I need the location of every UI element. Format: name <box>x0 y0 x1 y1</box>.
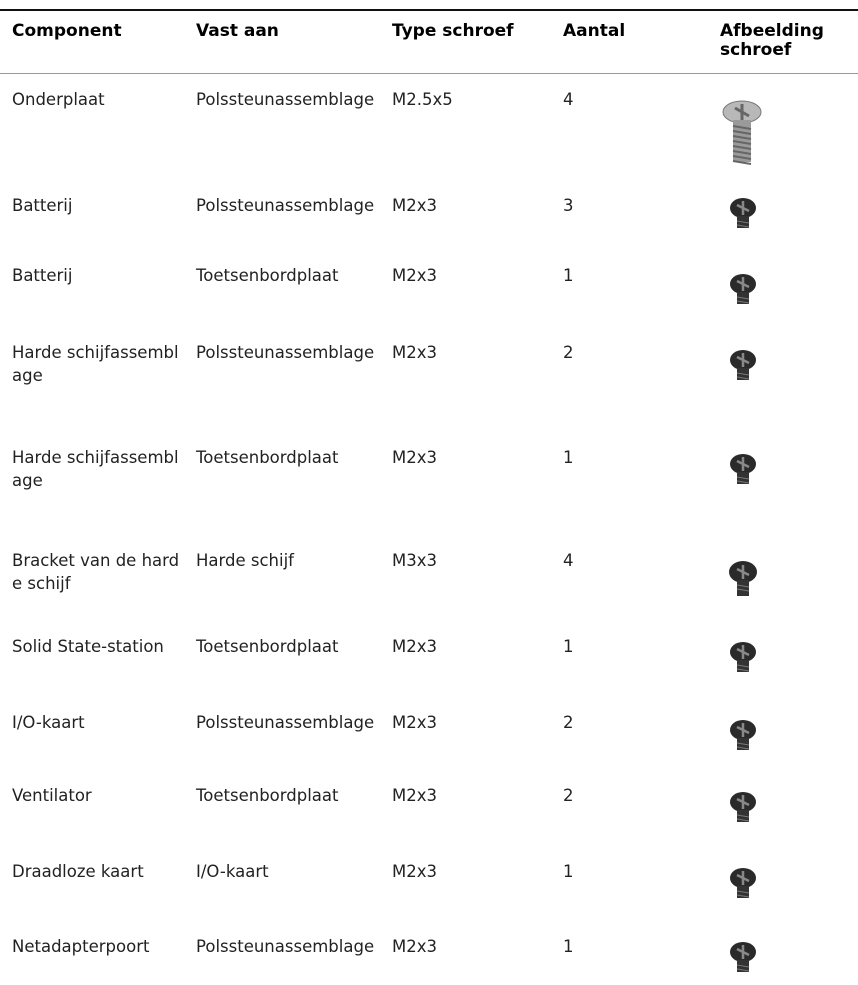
header-cell: Type schroef <box>392 22 552 41</box>
table-cell: Toetsenbordplaat <box>196 264 382 287</box>
table-cell: Ventilator <box>12 784 184 807</box>
table-cell: 1 <box>563 935 703 958</box>
table-cell: 2 <box>563 341 703 364</box>
screw-image <box>726 272 760 312</box>
table-cell: 1 <box>563 264 703 287</box>
table-cell: Draadloze kaart <box>12 860 184 883</box>
table-cell: I/O-kaart <box>196 860 382 883</box>
screw-image <box>726 196 760 236</box>
table-cell: M2x3 <box>392 635 552 658</box>
table-cell: M3x3 <box>392 549 552 572</box>
table-cell: M2x3 <box>392 711 552 734</box>
table-cell: M2x3 <box>392 784 552 807</box>
table-cell: Polssteunassemblage <box>196 935 382 958</box>
table-cell: Harde schijf <box>196 549 382 572</box>
table-cell: Polssteunassemblage <box>196 341 382 364</box>
screw-image <box>726 790 760 830</box>
table-cell: Netadapterpoort <box>12 935 184 958</box>
table-cell: M2x3 <box>392 446 552 469</box>
screw-image <box>726 452 760 492</box>
table-cell: Solid State-station <box>12 635 184 658</box>
table-cell: 3 <box>563 194 703 217</box>
table-cell: 1 <box>563 635 703 658</box>
table-cell: M2x3 <box>392 860 552 883</box>
table-cell: 4 <box>563 549 703 572</box>
screw-image <box>720 100 764 166</box>
table-cell: 4 <box>563 88 703 111</box>
table-cell: Polssteunassemblage <box>196 88 382 111</box>
table-cell: 1 <box>563 860 703 883</box>
table-cell: Harde schijfassemblage <box>12 446 184 492</box>
screw-image <box>726 866 760 906</box>
table-cell: M2x3 <box>392 935 552 958</box>
screw-table: Component Vast aan Type schroef Aantal Afbee… <box>0 0 858 985</box>
table-cell: Toetsenbordplaat <box>196 446 382 469</box>
table-cell: Toetsenbordplaat <box>196 635 382 658</box>
table-cell: 2 <box>563 784 703 807</box>
table-cell: M2x3 <box>392 341 552 364</box>
table-cell: 1 <box>563 446 703 469</box>
table-cell: Onderplaat <box>12 88 184 111</box>
header-cell: Afbeelding schroef <box>720 22 850 60</box>
table-cell: Toetsenbordplaat <box>196 784 382 807</box>
screw-image <box>726 348 760 388</box>
table-cell: Batterij <box>12 194 184 217</box>
table-top-rule <box>0 9 858 11</box>
table-cell: M2x3 <box>392 194 552 217</box>
table-cell: Polssteunassemblage <box>196 194 382 217</box>
header-cell: Component <box>12 22 184 41</box>
table-cell: I/O-kaart <box>12 711 184 734</box>
screw-image <box>726 640 760 680</box>
table-cell: M2x3 <box>392 264 552 287</box>
table-cell: M2.5x5 <box>392 88 552 111</box>
table-cell: Polssteunassemblage <box>196 711 382 734</box>
header-rule <box>0 73 858 74</box>
screw-image <box>726 940 760 980</box>
table-cell: 2 <box>563 711 703 734</box>
screw-image <box>726 560 760 600</box>
table-cell: Bracket van de harde schijf <box>12 549 184 595</box>
table-cell: Harde schijfassemblage <box>12 341 184 387</box>
header-cell: Vast aan <box>196 22 382 41</box>
header-cell: Aantal <box>563 22 703 41</box>
screw-image <box>726 718 760 758</box>
table-cell: Batterij <box>12 264 184 287</box>
